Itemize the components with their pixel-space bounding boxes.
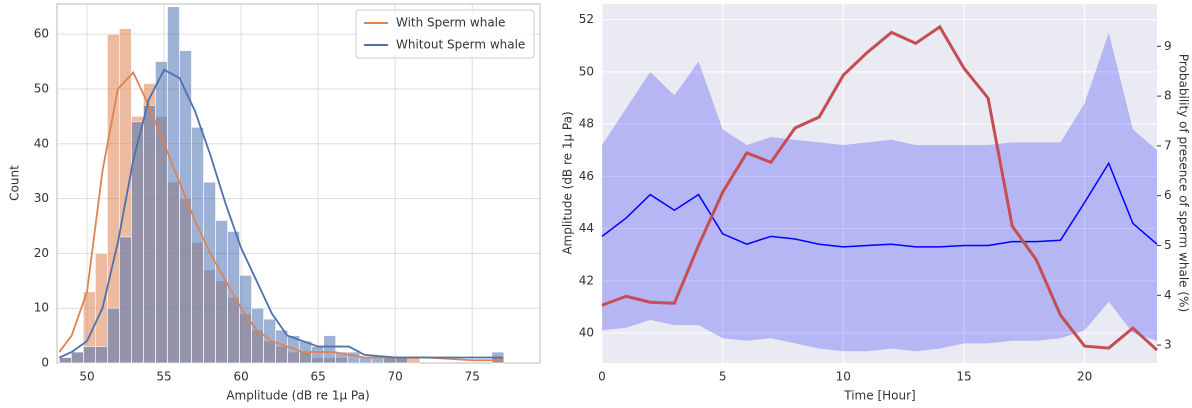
y2-tick-label: 3 [1164, 338, 1172, 352]
y-tick-label: 50 [579, 64, 594, 78]
legend-label: Whitout Sperm whale [396, 38, 525, 52]
histogram-bar [203, 181, 216, 364]
y2-tick-label: 9 [1164, 39, 1172, 53]
x-tick-label: 20 [1077, 370, 1092, 384]
y-tick-label: 50 [34, 81, 49, 95]
y-tick-label: 46 [579, 169, 594, 183]
x-tick-label: 60 [233, 370, 248, 384]
x-axis-label: Time [Hour] [843, 389, 915, 403]
x-tick-label: 5 [719, 370, 727, 384]
x-axis-label: Amplitude (dB re 1μ Pa) [226, 389, 369, 403]
y-tick-label: 42 [579, 273, 594, 287]
y2-axis-label: Probability of presence of sperm whale (… [1177, 54, 1191, 312]
x-tick-label: 65 [311, 370, 326, 384]
x-tick-label: 70 [388, 370, 403, 384]
histogram-bar [119, 236, 132, 364]
x-tick-label: 75 [465, 370, 480, 384]
x-tick-label: 50 [79, 370, 94, 384]
histogram-bar [251, 307, 264, 364]
histogram-bar [155, 61, 168, 364]
y-axis-label: Count [8, 165, 22, 201]
y-tick-label: 48 [579, 117, 594, 131]
histogram-bar [191, 127, 204, 364]
y-tick-label: 60 [34, 27, 49, 41]
y2-tick-label: 7 [1164, 138, 1172, 152]
legend-box [355, 9, 535, 59]
histogram-bar [107, 307, 120, 364]
y2-tick-label: 4 [1164, 288, 1172, 302]
histogram-bar [71, 351, 84, 364]
histogram-bar [83, 346, 96, 364]
legend-label: With Sperm whale [396, 16, 505, 30]
y2-tick-label: 6 [1164, 188, 1172, 202]
histogram-bar [227, 231, 240, 364]
y2-tick-label: 5 [1164, 238, 1172, 252]
confidence-band [602, 32, 1157, 352]
y2-tick-label: 8 [1164, 89, 1172, 103]
histogram-bar [311, 346, 324, 364]
histogram-bar [215, 220, 228, 364]
y-tick-label: 10 [34, 301, 49, 315]
y-tick-label: 40 [579, 325, 594, 339]
y-tick-label: 30 [34, 191, 49, 205]
histogram-bar [323, 335, 337, 364]
kde-line [58, 70, 504, 362]
series-line [601, 24, 1159, 352]
x-tick-label: 55 [156, 370, 171, 384]
kde-line [58, 68, 504, 359]
histogram-bar [167, 6, 180, 364]
y-tick-label: 20 [34, 246, 49, 260]
x-tick-label: 10 [836, 370, 851, 384]
y-tick-label: 44 [579, 221, 594, 235]
y-tick-label: 52 [579, 12, 594, 26]
y-tick-label: 40 [34, 136, 49, 150]
y-tick-label: 0 [41, 356, 49, 370]
histogram-bar [347, 351, 361, 364]
series-line [601, 161, 1158, 248]
x-tick-label: 0 [598, 370, 606, 384]
histogram-bar [95, 346, 108, 364]
x-tick-label: 15 [956, 370, 971, 384]
plot-background [602, 4, 1157, 363]
histogram-bar [143, 105, 156, 364]
histogram-bar [59, 357, 72, 364]
y-axis-label: Amplitude (dB re 1μ Pa) [561, 111, 575, 254]
